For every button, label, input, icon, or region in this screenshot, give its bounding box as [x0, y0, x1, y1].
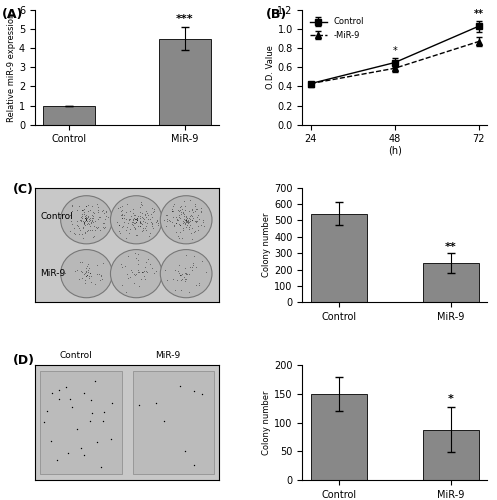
Bar — [423, 430, 479, 480]
Bar — [43, 106, 95, 124]
Ellipse shape — [61, 250, 112, 298]
Text: (B): (B) — [265, 8, 287, 20]
Bar — [311, 394, 367, 480]
Y-axis label: O.D. Value: O.D. Value — [265, 46, 274, 90]
Y-axis label: Colony number: Colony number — [262, 213, 271, 278]
Bar — [423, 263, 479, 302]
Y-axis label: Colony number: Colony number — [262, 390, 271, 455]
Ellipse shape — [110, 196, 162, 244]
Ellipse shape — [161, 250, 212, 298]
Text: Control: Control — [40, 212, 73, 221]
Text: MiR-9: MiR-9 — [155, 350, 180, 360]
Text: (C): (C) — [12, 183, 33, 196]
FancyBboxPatch shape — [133, 371, 214, 474]
Ellipse shape — [61, 196, 112, 244]
Text: Control: Control — [59, 350, 92, 360]
FancyBboxPatch shape — [40, 371, 122, 474]
Y-axis label: Relative miR-9 expression: Relative miR-9 expression — [7, 12, 16, 122]
Bar — [159, 38, 211, 124]
Text: **: ** — [474, 8, 484, 18]
Text: (D): (D) — [12, 354, 35, 367]
Text: MiR-9: MiR-9 — [40, 269, 66, 278]
Text: ***: *** — [176, 14, 194, 24]
Text: **: ** — [445, 242, 457, 252]
Ellipse shape — [161, 196, 212, 244]
Text: (A): (A) — [1, 8, 23, 20]
Ellipse shape — [110, 250, 162, 298]
X-axis label: (h): (h) — [388, 146, 402, 156]
Text: *: * — [393, 46, 397, 56]
Text: *: * — [448, 394, 454, 404]
Legend: Control, -MiR-9: Control, -MiR-9 — [307, 14, 367, 43]
Bar — [311, 214, 367, 302]
